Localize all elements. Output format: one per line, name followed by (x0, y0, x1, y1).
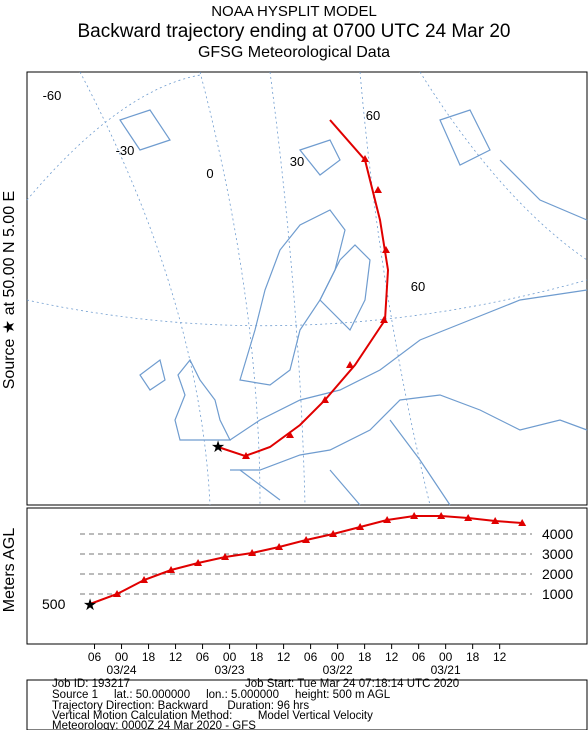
x-tick-label: 06 (88, 650, 102, 664)
height-point (329, 530, 338, 537)
x-tick-label: 12 (493, 650, 507, 664)
x-tick-label: 06 (196, 650, 210, 664)
height-point (410, 512, 419, 519)
height-point (248, 549, 257, 556)
map-trajectory (217, 119, 390, 458)
graticule-label: 30 (290, 154, 304, 169)
height-frame (26, 507, 588, 645)
source-star: ★ (211, 439, 225, 456)
height-point (167, 566, 176, 573)
x-tick-label: 18 (250, 650, 264, 664)
x-tick-label: 00 (115, 650, 129, 664)
map: ★ (26, 71, 588, 506)
height-point (113, 590, 122, 597)
x-tick-label: 18 (358, 650, 372, 664)
map-frame (26, 71, 588, 506)
graticule-label: 60 (366, 108, 380, 123)
height-point (464, 514, 473, 521)
date-label: 03/21 (431, 663, 461, 677)
graticule-label: -60 (43, 88, 62, 103)
height-point (491, 517, 500, 524)
height-point (221, 553, 230, 560)
footer-text: Vertical Motion Calculation Method: Mode… (52, 710, 373, 722)
height-point (302, 536, 311, 543)
y-tick-label: 3000 (542, 546, 573, 562)
height-point (518, 519, 527, 526)
title-line: NOAA HYSPLIT MODEL (211, 3, 377, 20)
height-point (275, 543, 284, 550)
height-point (356, 523, 365, 530)
height-point (383, 516, 392, 523)
x-tick-label: 06 (304, 650, 318, 664)
footer-text: Job ID: 193217 (52, 678, 130, 690)
y-axis-label: Meters AGL (1, 528, 18, 613)
height-point (194, 559, 203, 566)
x-tick-label: 18 (142, 650, 156, 664)
title-line: Backward trajectory ending at 0700 UTC 2… (78, 21, 511, 42)
source-label: Source ★ at 50.00 N 5.00 E (1, 191, 18, 389)
date-label: 03/23 (215, 663, 245, 677)
height-point (437, 512, 446, 519)
footer-text: Trajectory Direction: Backward Duration:… (52, 700, 309, 712)
height-point (140, 576, 149, 583)
x-tick-label: 12 (385, 650, 399, 664)
x-tick-label: 00 (439, 650, 453, 664)
x-tick-label: 00 (223, 650, 237, 664)
graticule-label: 0 (206, 166, 213, 181)
date-label: 03/24 (107, 663, 137, 677)
y-tick-label: 4000 (542, 526, 573, 542)
footer-frame (26, 679, 588, 730)
title-line: GFSG Meteorological Data (198, 44, 390, 61)
footer-text: Job Start: Tue Mar 24 07:18:14 UTC 2020 (245, 678, 459, 690)
x-tick-label: 12 (169, 650, 183, 664)
x-tick-label: 12 (277, 650, 291, 664)
graticule-label: -30 (116, 143, 135, 158)
x-tick-label: 00 (331, 650, 345, 664)
y-tick-label: 2000 (542, 566, 573, 582)
source-point: ★ (83, 597, 97, 614)
footer-text: Source 1 lat.: 50.000000 lon.: 5.000000 … (52, 689, 391, 701)
x-tick-label: 18 (466, 650, 480, 664)
source-height-label: 500 (42, 596, 66, 612)
graticule-label: 60 (411, 279, 425, 294)
x-tick-label: 06 (412, 650, 426, 664)
footer-text: Meteorology: 0000Z 24 Mar 2020 - GFS (52, 720, 256, 730)
y-tick-label: 1000 (542, 586, 573, 602)
date-label: 03/22 (323, 663, 353, 677)
